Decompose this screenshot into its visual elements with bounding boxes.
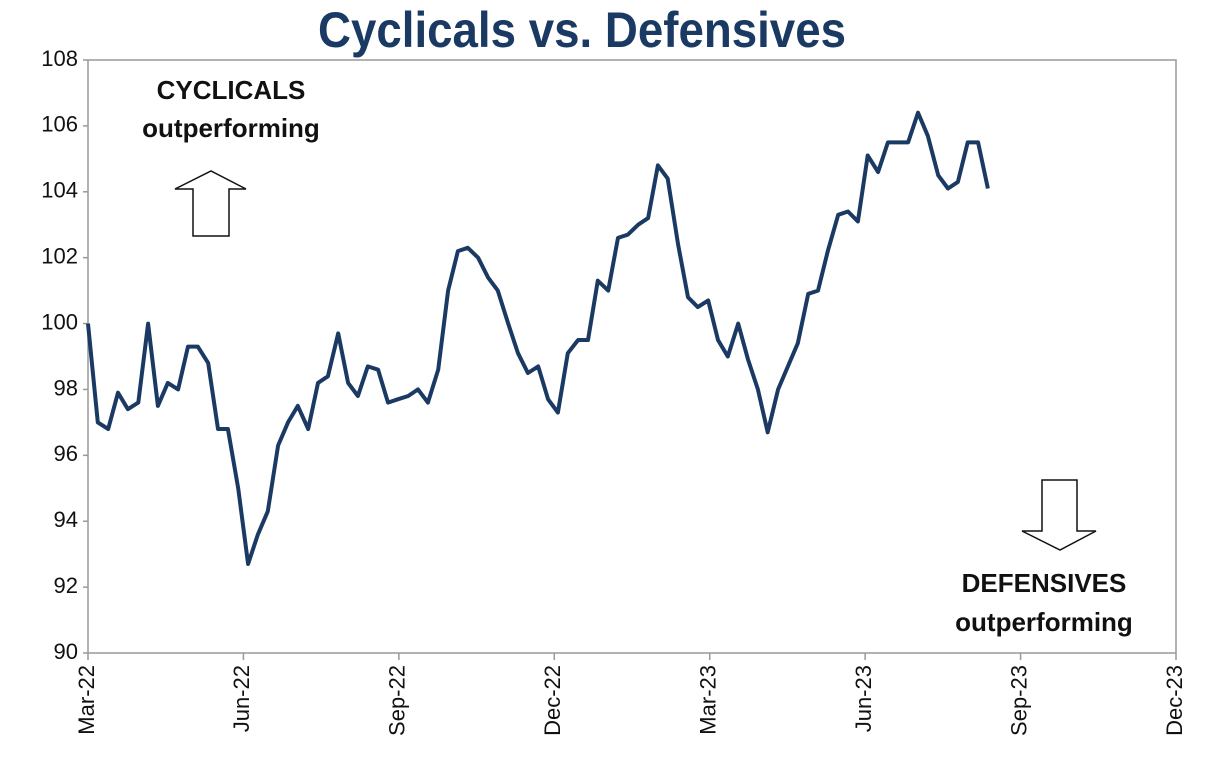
x-tick-label: Dec-23 (1162, 665, 1187, 736)
x-tick-label: Sep-22 (385, 665, 410, 736)
y-tick-label: 96 (54, 441, 78, 466)
y-tick-label: 108 (41, 46, 78, 71)
up-arrow (174, 170, 247, 237)
annotation: outperforming (142, 113, 320, 143)
chart-title: Cyclicals vs. Defensives (318, 2, 846, 58)
y-tick-label: 100 (41, 309, 78, 334)
x-tick-label: Mar-22 (74, 665, 99, 735)
down-arrow (1021, 479, 1097, 551)
y-tick-label: 98 (54, 375, 78, 400)
x-tick-label: Jun-22 (229, 665, 254, 732)
annotation: DEFENSIVES (962, 568, 1127, 598)
x-tick-label: Mar-23 (696, 665, 721, 735)
y-tick-label: 92 (54, 573, 78, 598)
annotation: CYCLICALS (157, 75, 306, 105)
annotation: outperforming (955, 607, 1133, 637)
x-tick-label: Sep-23 (1006, 665, 1031, 736)
y-tick-label: 90 (54, 639, 78, 664)
x-tick-label: Dec-22 (540, 665, 565, 736)
series-line (86, 110, 990, 566)
y-tick-label: 102 (41, 243, 78, 268)
y-tick-label: 104 (41, 178, 78, 203)
y-tick-label: 106 (41, 112, 78, 137)
y-tick-label: 94 (54, 507, 78, 532)
x-tick-label: Jun-23 (851, 665, 876, 732)
plot-frame (87, 59, 1177, 654)
